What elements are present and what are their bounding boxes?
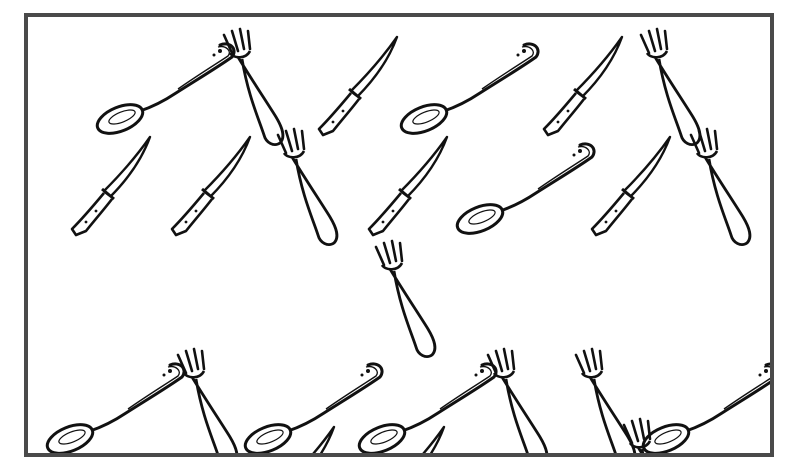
cutlery-pattern bbox=[41, 27, 770, 453]
fork-icon bbox=[374, 239, 437, 358]
knife-icon bbox=[70, 135, 152, 237]
fork-icon bbox=[176, 347, 239, 453]
spoon-icon bbox=[637, 362, 770, 453]
spoon-icon bbox=[41, 362, 186, 453]
knife-icon bbox=[542, 35, 624, 137]
knife-icon bbox=[367, 135, 449, 237]
fork-icon bbox=[486, 347, 549, 453]
knife-icon bbox=[317, 35, 399, 137]
spoon-icon bbox=[451, 142, 596, 241]
knife-icon bbox=[590, 135, 672, 237]
knife-icon bbox=[170, 135, 252, 237]
picture-frame bbox=[24, 13, 774, 457]
fork-icon bbox=[639, 27, 702, 146]
fork-icon bbox=[574, 347, 637, 453]
spoon-icon bbox=[395, 42, 540, 141]
fork-icon bbox=[276, 127, 339, 246]
spoon-icon bbox=[91, 42, 236, 141]
fork-icon bbox=[689, 127, 752, 246]
spoon-icon bbox=[353, 362, 498, 453]
